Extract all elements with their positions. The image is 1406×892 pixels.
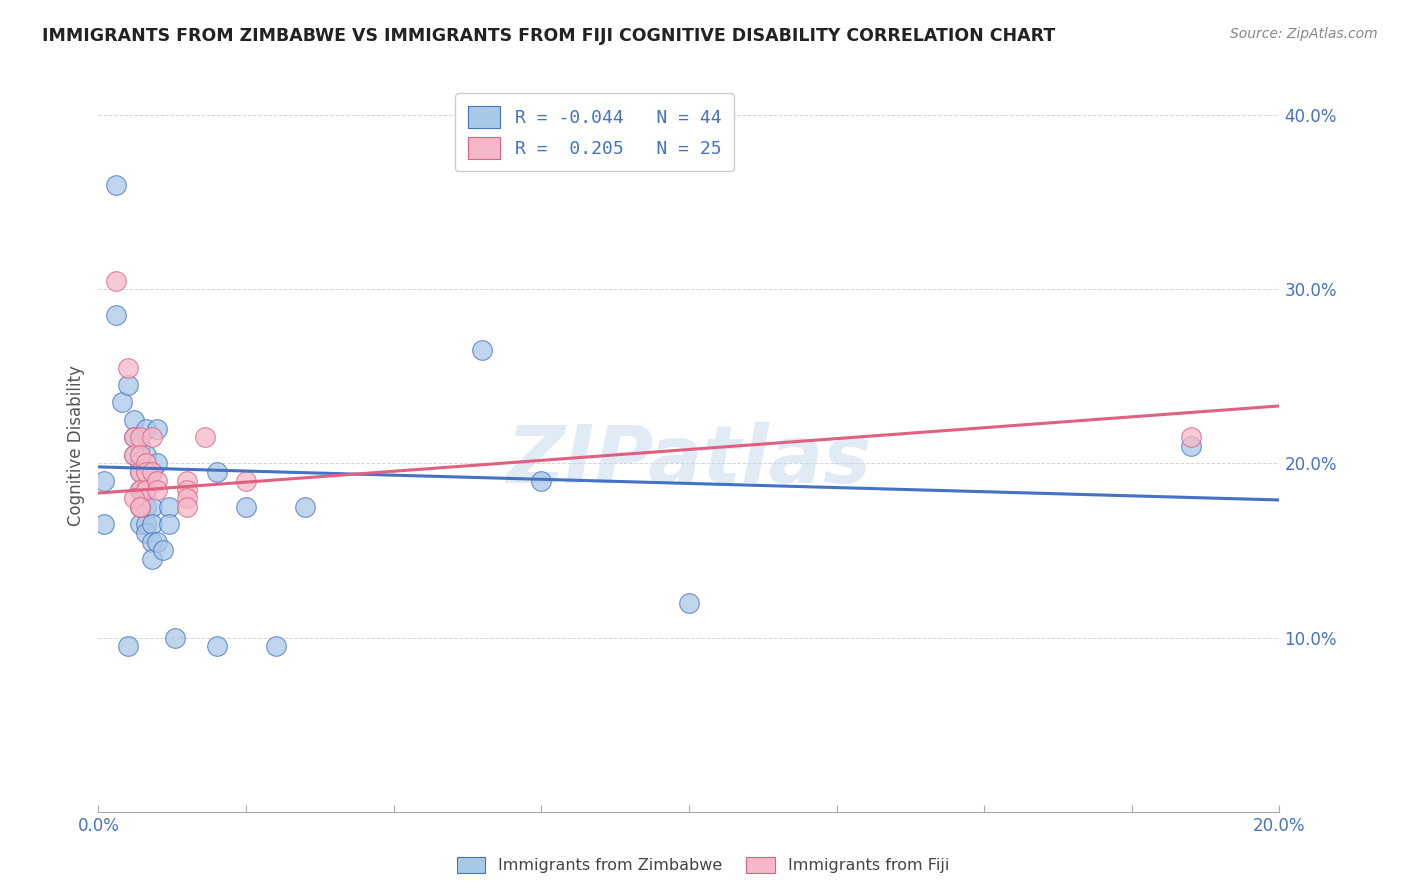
Point bbox=[122, 430, 145, 444]
Point bbox=[235, 474, 257, 488]
Point bbox=[122, 491, 145, 506]
Point bbox=[128, 457, 150, 471]
Point bbox=[135, 483, 157, 497]
Text: Source: ZipAtlas.com: Source: ZipAtlas.com bbox=[1230, 27, 1378, 41]
Point bbox=[135, 465, 157, 479]
Point bbox=[146, 534, 169, 549]
Text: ZIPatlas: ZIPatlas bbox=[506, 422, 872, 500]
Legend: Immigrants from Zimbabwe, Immigrants from Fiji: Immigrants from Zimbabwe, Immigrants fro… bbox=[450, 850, 956, 880]
Point bbox=[122, 430, 145, 444]
Point bbox=[678, 596, 700, 610]
Point bbox=[128, 483, 150, 497]
Point bbox=[135, 457, 157, 471]
Y-axis label: Cognitive Disability: Cognitive Disability bbox=[66, 366, 84, 526]
Point bbox=[135, 500, 157, 514]
Point bbox=[128, 500, 150, 514]
Point bbox=[141, 517, 163, 532]
Point bbox=[117, 378, 139, 392]
Point bbox=[135, 465, 157, 479]
Point bbox=[128, 517, 150, 532]
Point bbox=[176, 491, 198, 506]
Point bbox=[135, 483, 157, 497]
Point bbox=[105, 309, 128, 323]
Point bbox=[128, 465, 150, 479]
Point bbox=[1180, 430, 1202, 444]
Point bbox=[141, 430, 163, 444]
Point bbox=[165, 631, 187, 645]
Point bbox=[141, 534, 163, 549]
Point bbox=[141, 500, 163, 514]
Text: IMMIGRANTS FROM ZIMBABWE VS IMMIGRANTS FROM FIJI COGNITIVE DISABILITY CORRELATIO: IMMIGRANTS FROM ZIMBABWE VS IMMIGRANTS F… bbox=[42, 27, 1056, 45]
Point bbox=[117, 640, 139, 654]
Point bbox=[128, 483, 150, 497]
Point bbox=[294, 500, 316, 514]
Point bbox=[135, 448, 157, 462]
Point bbox=[194, 430, 217, 444]
Point bbox=[105, 274, 128, 288]
Point bbox=[176, 483, 198, 497]
Point bbox=[93, 474, 115, 488]
Point bbox=[205, 640, 228, 654]
Point bbox=[146, 457, 169, 471]
Point bbox=[176, 474, 198, 488]
Point bbox=[122, 448, 145, 462]
Point bbox=[93, 517, 115, 532]
Point bbox=[157, 517, 180, 532]
Point bbox=[264, 640, 287, 654]
Point bbox=[176, 500, 198, 514]
Point bbox=[128, 500, 150, 514]
Point bbox=[135, 526, 157, 541]
Point bbox=[157, 500, 180, 514]
Point bbox=[135, 517, 157, 532]
Point bbox=[111, 395, 134, 409]
Point bbox=[141, 465, 163, 479]
Point bbox=[105, 178, 128, 192]
Point bbox=[122, 413, 145, 427]
Point bbox=[530, 474, 553, 488]
Point bbox=[128, 500, 150, 514]
Point bbox=[128, 448, 150, 462]
Point bbox=[117, 360, 139, 375]
Point bbox=[128, 430, 150, 444]
Point bbox=[122, 448, 145, 462]
Point bbox=[146, 483, 169, 497]
Point bbox=[141, 552, 163, 566]
Point bbox=[146, 474, 169, 488]
Legend: R = -0.044   N = 44, R =  0.205   N = 25: R = -0.044 N = 44, R = 0.205 N = 25 bbox=[456, 93, 734, 171]
Point bbox=[205, 465, 228, 479]
Point bbox=[1180, 439, 1202, 453]
Point bbox=[128, 465, 150, 479]
Point bbox=[471, 343, 494, 358]
Point bbox=[141, 465, 163, 479]
Point bbox=[152, 543, 174, 558]
Point bbox=[235, 500, 257, 514]
Point bbox=[135, 421, 157, 435]
Point bbox=[146, 421, 169, 435]
Point bbox=[128, 439, 150, 453]
